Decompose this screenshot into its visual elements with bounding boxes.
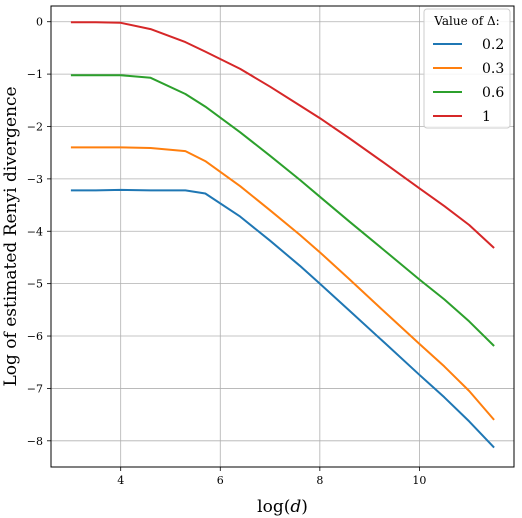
legend-label-0.6: 0.6	[482, 85, 504, 101]
legend-box	[423, 8, 511, 129]
y-tick-label: −2	[27, 120, 43, 133]
legend-label-1: 1	[482, 109, 491, 125]
y-tick-label: −3	[27, 173, 43, 186]
ticks: 4 6 8 10 0 −1 −2 −3 −4 −5 −6 −7 −8	[27, 16, 427, 487]
x-axis-title: log(d)	[257, 497, 308, 517]
legend: Value of Δ: 0.2 0.3 0.6 1	[423, 8, 511, 129]
y-tick-label: −4	[27, 225, 43, 238]
y-tick-label: −6	[27, 330, 43, 343]
y-tick-label: −8	[27, 435, 43, 448]
series-line-0.2	[70, 188, 495, 449]
legend-label-0.2: 0.2	[482, 37, 504, 53]
y-tick-label: −7	[27, 382, 43, 395]
y-tick-label: −5	[27, 278, 43, 291]
y-axis-title: Log of estimated Renyi divergence	[1, 86, 21, 386]
x-tick-label: 6	[217, 474, 224, 487]
y-tick-label: −1	[27, 68, 43, 81]
grid	[51, 6, 514, 467]
series-line-0.3	[70, 146, 495, 421]
x-tick-label: 8	[316, 474, 323, 487]
x-tick-label: 10	[412, 474, 426, 487]
y-tick-label: 0	[36, 16, 43, 29]
series-line-0.6	[70, 74, 495, 347]
series-line-1	[70, 21, 495, 249]
plot-frame	[50, 5, 515, 468]
x-tick-label: 4	[117, 474, 124, 487]
series-layer	[70, 21, 495, 449]
legend-title: Value of Δ:	[433, 14, 499, 28]
legend-label-0.3: 0.3	[482, 61, 504, 77]
